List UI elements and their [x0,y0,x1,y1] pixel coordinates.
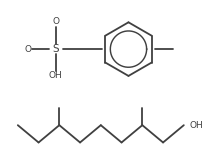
Text: O: O [52,17,59,26]
Text: S: S [53,44,59,54]
Text: O: O [25,45,32,54]
Text: OH: OH [190,121,204,130]
Text: OH: OH [49,70,63,80]
